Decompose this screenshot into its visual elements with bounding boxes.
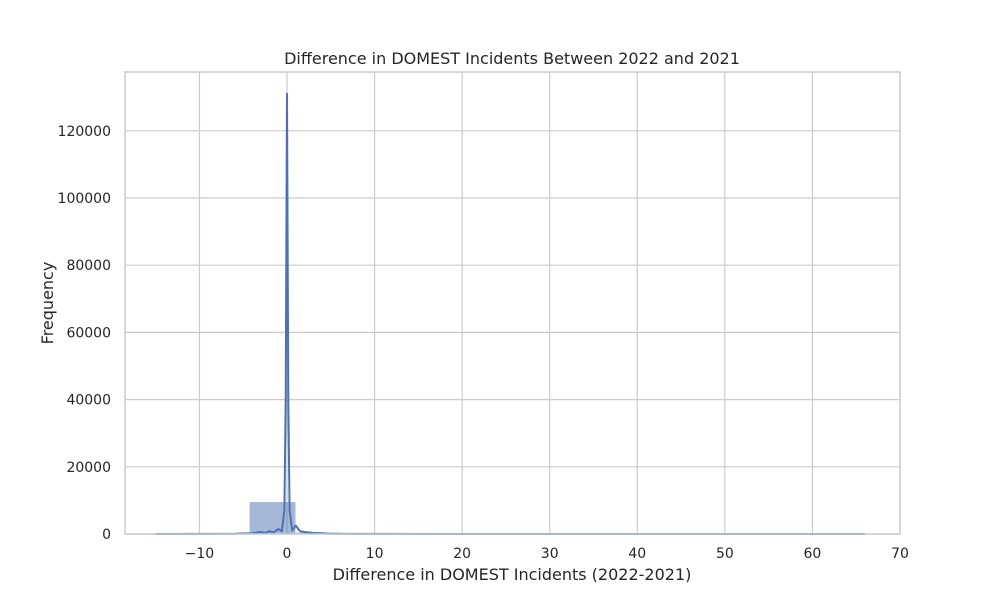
y-tick-label: 20000 (66, 460, 111, 476)
y-tick-label: 0 (102, 527, 111, 543)
x-tick-label: 30 (541, 546, 559, 562)
x-tick-label: 20 (453, 546, 471, 562)
x-tick-label: 70 (891, 546, 909, 562)
x-tick-label: 50 (716, 546, 734, 562)
plot-area-frame (124, 71, 901, 535)
y-axis-label: Frequency (38, 262, 57, 345)
y-tick-label: 60000 (66, 325, 111, 341)
x-axis-ticks: −10 0 10 20 30 40 50 60 70 (185, 546, 909, 562)
histogram-bar (249, 501, 297, 535)
y-tick-label: 120000 (58, 124, 111, 140)
x-tick-label: 60 (804, 546, 822, 562)
y-tick-label: 80000 (66, 258, 111, 274)
x-tick-label: 10 (366, 546, 384, 562)
x-tick-label: −10 (185, 546, 215, 562)
y-tick-label: 40000 (66, 393, 111, 409)
y-axis-ticks: 0 20000 40000 60000 80000 100000 120000 (58, 124, 111, 543)
x-tick-label: 0 (283, 546, 292, 562)
x-axis-label: Difference in DOMEST Incidents (2022-202… (333, 565, 692, 584)
chart-title: Difference in DOMEST Incidents Between 2… (284, 49, 740, 68)
x-tick-label: 40 (628, 546, 646, 562)
y-tick-label: 100000 (58, 191, 111, 207)
